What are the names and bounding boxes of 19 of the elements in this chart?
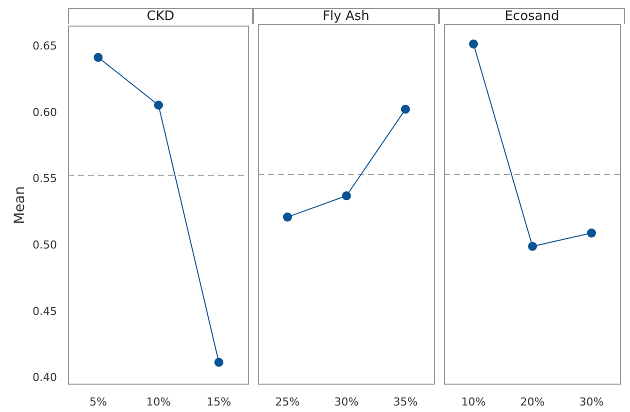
y-tick-label: 0.65: [32, 40, 57, 53]
chart-title: Ecosand: [439, 8, 625, 24]
x-tick-label: 20%: [520, 395, 545, 408]
y-tick-label: 0.60: [32, 106, 57, 119]
x-tick-label: 5%: [89, 395, 107, 408]
x-tick-label: 15%: [206, 395, 232, 408]
y-tick-label: 0.55: [32, 172, 57, 186]
x-tick-label: 10%: [146, 395, 171, 408]
y-tick-label: 0.50: [32, 238, 57, 252]
x-tick-label: 10%: [461, 395, 486, 408]
x-tick-label: 35%: [393, 395, 418, 408]
x-tick-label: 30%: [334, 395, 359, 408]
x-tick-label: 30%: [579, 395, 604, 408]
chart-title: Fly Ash: [253, 8, 439, 24]
chart-title: CKD: [68, 8, 253, 24]
x-tick-label: 25%: [275, 395, 300, 408]
y-tick-label: 0.40: [32, 371, 57, 384]
y-tick-label: 0.45: [32, 304, 57, 318]
y-axis-title: Mean: [12, 186, 28, 224]
